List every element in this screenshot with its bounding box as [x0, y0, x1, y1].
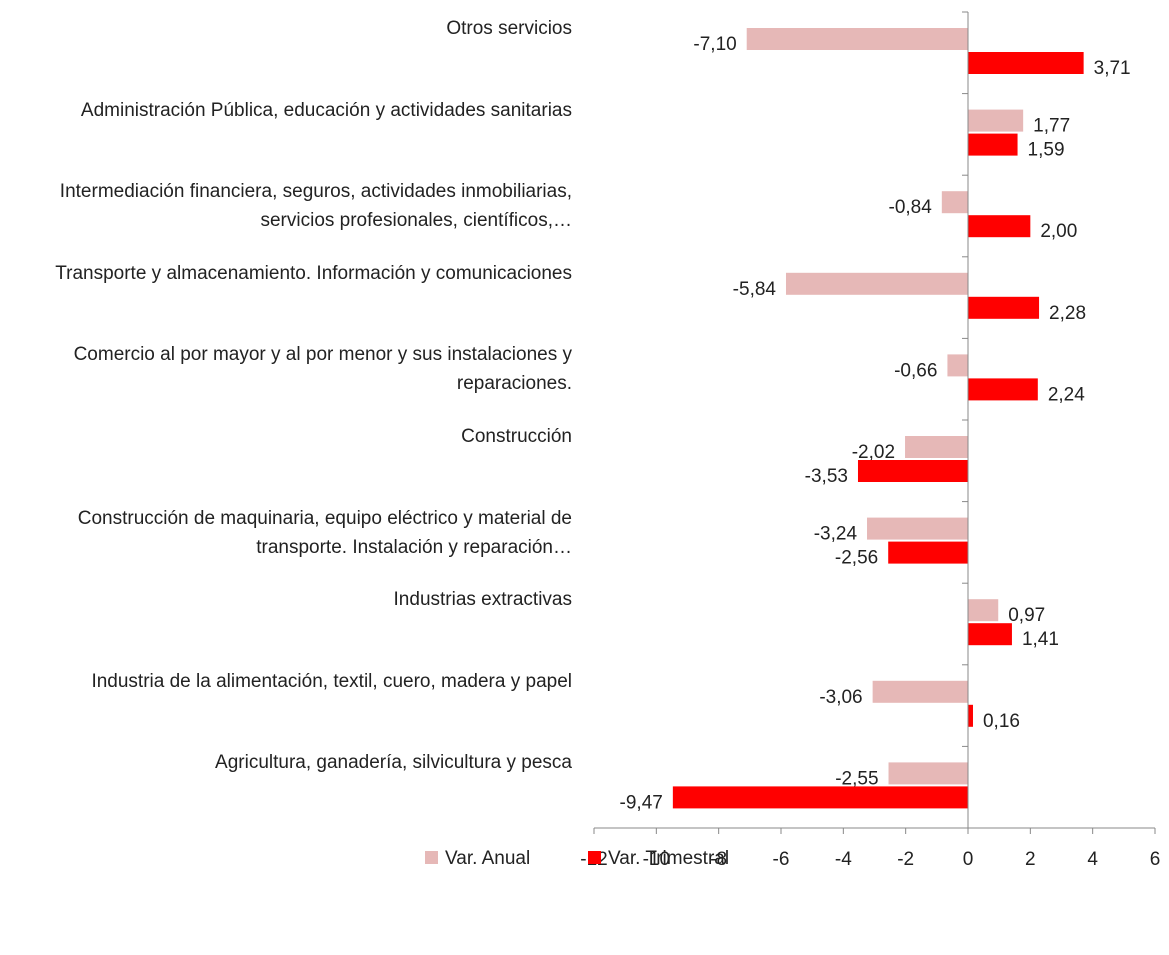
bar — [785, 272, 968, 295]
bar — [888, 541, 968, 564]
category-label: Transporte y almacenamiento. Información… — [55, 262, 572, 284]
legend-label: Var. Trimestral — [608, 848, 729, 869]
category-label: Construcción de maquinaria, equipo eléct… — [77, 507, 572, 558]
bar — [968, 52, 1084, 74]
category-label: Agricultura, ganadería, silvicultura y p… — [215, 752, 572, 774]
bar — [968, 109, 1024, 132]
bar — [968, 296, 1040, 319]
bar — [746, 28, 968, 50]
bar — [672, 786, 968, 809]
x-tick-label: -6 — [773, 849, 790, 870]
data-label: 2,00 — [1040, 221, 1077, 242]
data-label: -3,06 — [819, 687, 862, 708]
data-label: 1,77 — [1033, 116, 1070, 137]
data-label: -9,47 — [620, 792, 663, 813]
category-label: Administración Pública, educación y acti… — [80, 99, 572, 121]
bar — [968, 704, 973, 727]
data-label: 1,41 — [1022, 629, 1059, 650]
data-label: -2,56 — [835, 548, 878, 569]
bar — [905, 436, 968, 458]
x-tick-label: 6 — [1150, 849, 1161, 870]
category-label: Construcción — [461, 426, 572, 447]
data-label: 1,59 — [1028, 140, 1065, 161]
data-label: 0,97 — [1008, 605, 1045, 626]
category-label: Comercio al por mayor y al por menor y s… — [73, 344, 572, 395]
category-label: Industrias extractivas — [393, 589, 572, 611]
x-tick-label: -10 — [643, 849, 670, 870]
x-tick-label: 0 — [963, 849, 974, 870]
bar — [947, 354, 968, 377]
data-label: -0,84 — [889, 197, 933, 218]
bar — [857, 460, 968, 482]
bar — [888, 762, 968, 785]
category-label: Otros servicios — [446, 18, 572, 39]
data-label: -0,66 — [894, 360, 937, 381]
data-label: 0,16 — [983, 711, 1020, 732]
legend-swatch — [425, 851, 438, 864]
bar — [867, 517, 968, 540]
category-label: Industria de la alimentación, textil, cu… — [91, 670, 572, 692]
bar — [941, 191, 968, 214]
bar — [968, 599, 999, 622]
data-label: 2,28 — [1049, 303, 1086, 324]
data-label: -2,02 — [852, 442, 895, 463]
data-label: -3,53 — [805, 466, 848, 487]
data-label: 2,24 — [1048, 384, 1085, 405]
legend-swatch — [588, 851, 601, 864]
data-label: -2,55 — [835, 768, 878, 789]
bar — [968, 133, 1018, 156]
x-tick-label: -8 — [710, 849, 727, 870]
bar — [968, 623, 1012, 646]
x-tick-label: 2 — [1025, 849, 1036, 870]
x-tick-label: 4 — [1087, 849, 1098, 870]
data-label: 3,71 — [1094, 58, 1131, 79]
legend-label: Var. Anual — [445, 848, 530, 869]
x-tick-label: -4 — [835, 849, 852, 870]
bar — [872, 680, 968, 703]
category-label: Intermediación financiera, seguros, acti… — [59, 181, 572, 232]
bar — [968, 378, 1038, 401]
data-label: -5,84 — [733, 279, 777, 300]
x-tick-label: -2 — [897, 849, 914, 870]
data-label: -3,24 — [814, 524, 858, 545]
bar — [968, 215, 1031, 238]
data-label: -7,10 — [693, 34, 736, 55]
